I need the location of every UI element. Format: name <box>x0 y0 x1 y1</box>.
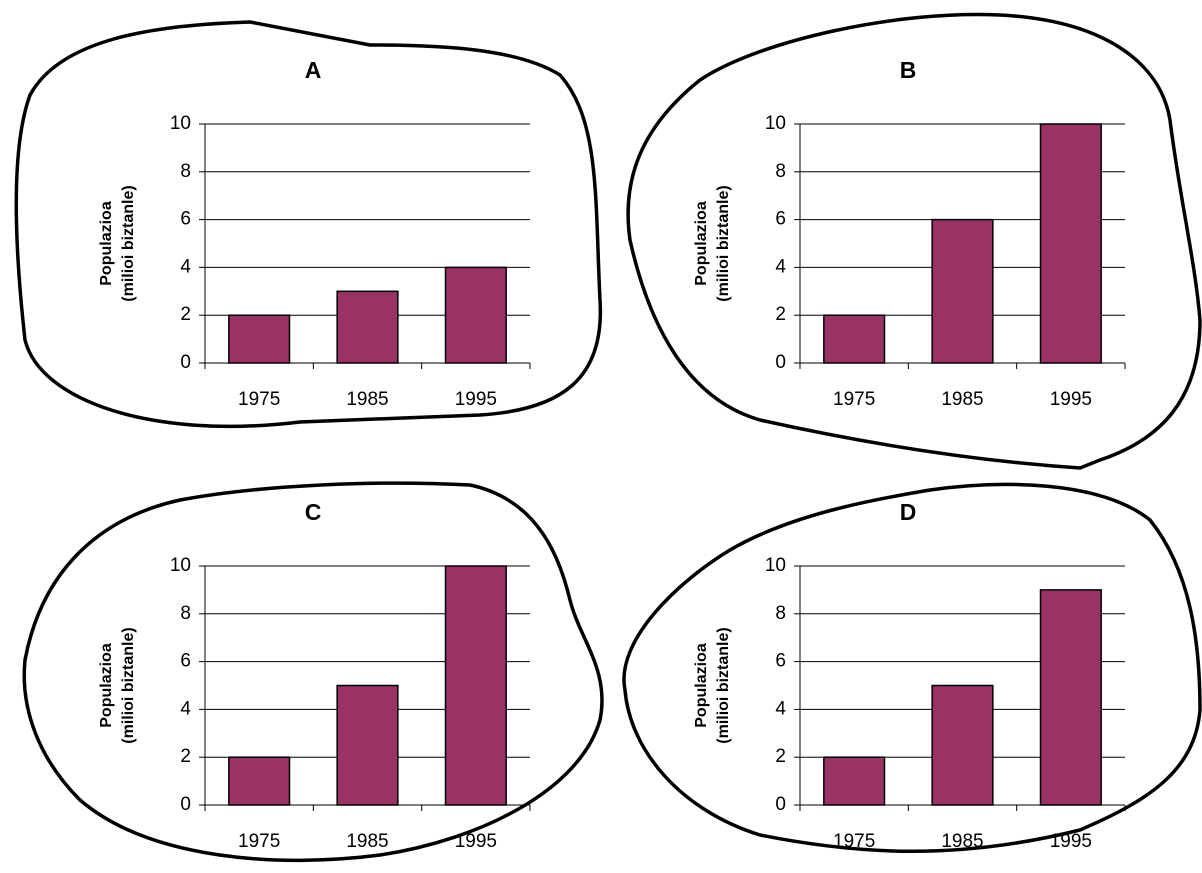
bar <box>931 218 994 364</box>
y-tick-label: 8 <box>775 603 786 624</box>
y-tick-label: 8 <box>180 603 191 624</box>
y-tick-label: 10 <box>765 113 786 134</box>
x-tick-label: 1995 <box>455 831 497 852</box>
y-tick-label: 4 <box>775 698 786 719</box>
y-tick-label: 4 <box>775 256 786 277</box>
y-tick-label: 8 <box>180 161 191 182</box>
y-tick-label: 2 <box>180 746 191 767</box>
bar <box>228 756 291 806</box>
bar <box>931 684 994 806</box>
chart-title: D <box>900 499 917 525</box>
bar <box>336 290 399 364</box>
x-tick-label: 1985 <box>346 389 388 410</box>
y-tick-label: 10 <box>170 555 191 576</box>
y-axis-label: Populazioa <box>693 643 710 728</box>
y-axis-label: (milioi biztanle) <box>715 185 732 301</box>
x-tick-label: 1995 <box>1050 389 1092 410</box>
y-tick-label: 6 <box>180 209 191 230</box>
chart-title: A <box>305 57 322 83</box>
y-tick-label: 0 <box>775 352 786 373</box>
y-tick-label: 4 <box>180 698 191 719</box>
y-tick-label: 8 <box>775 161 786 182</box>
x-tick-label: 1975 <box>833 389 875 410</box>
y-tick-label: 2 <box>775 746 786 767</box>
x-tick-label: 1975 <box>833 831 875 852</box>
x-tick-label: 1985 <box>941 831 983 852</box>
bar <box>823 756 886 806</box>
y-tick-label: 6 <box>180 651 191 672</box>
bar <box>444 266 507 364</box>
y-tick-label: 4 <box>180 256 191 277</box>
y-tick-label: 0 <box>775 794 786 815</box>
bar <box>823 314 886 364</box>
bar <box>1039 123 1102 364</box>
x-tick-label: 1995 <box>455 389 497 410</box>
y-tick-label: 6 <box>775 209 786 230</box>
y-tick-label: 0 <box>180 352 191 373</box>
outline <box>622 482 1202 853</box>
outline <box>22 481 604 863</box>
y-axis-label: (milioi biztanle) <box>120 185 137 301</box>
x-tick-label: 1985 <box>941 389 983 410</box>
y-axis-label: Populazioa <box>98 643 115 728</box>
y-axis-label: (milioi biztanle) <box>715 627 732 743</box>
outline <box>14 20 603 429</box>
y-axis-label: Populazioa <box>693 201 710 286</box>
x-tick-label: 1985 <box>346 831 388 852</box>
y-tick-label: 10 <box>170 113 191 134</box>
y-tick-label: 2 <box>775 304 786 325</box>
y-axis-label: (milioi biztanle) <box>120 627 137 743</box>
y-tick-label: 2 <box>180 304 191 325</box>
x-tick-label: 1975 <box>238 831 280 852</box>
chart-title: C <box>305 499 322 525</box>
bar <box>444 565 507 806</box>
y-tick-label: 0 <box>180 794 191 815</box>
y-tick-label: 10 <box>765 555 786 576</box>
bar <box>336 684 399 806</box>
bar <box>1039 589 1102 806</box>
chart-title: B <box>900 57 917 83</box>
x-tick-label: 1975 <box>238 389 280 410</box>
y-tick-label: 6 <box>775 651 786 672</box>
y-axis-label: Populazioa <box>98 201 115 286</box>
bar <box>228 314 291 364</box>
x-tick-label: 1995 <box>1050 831 1092 852</box>
outline <box>626 12 1202 470</box>
